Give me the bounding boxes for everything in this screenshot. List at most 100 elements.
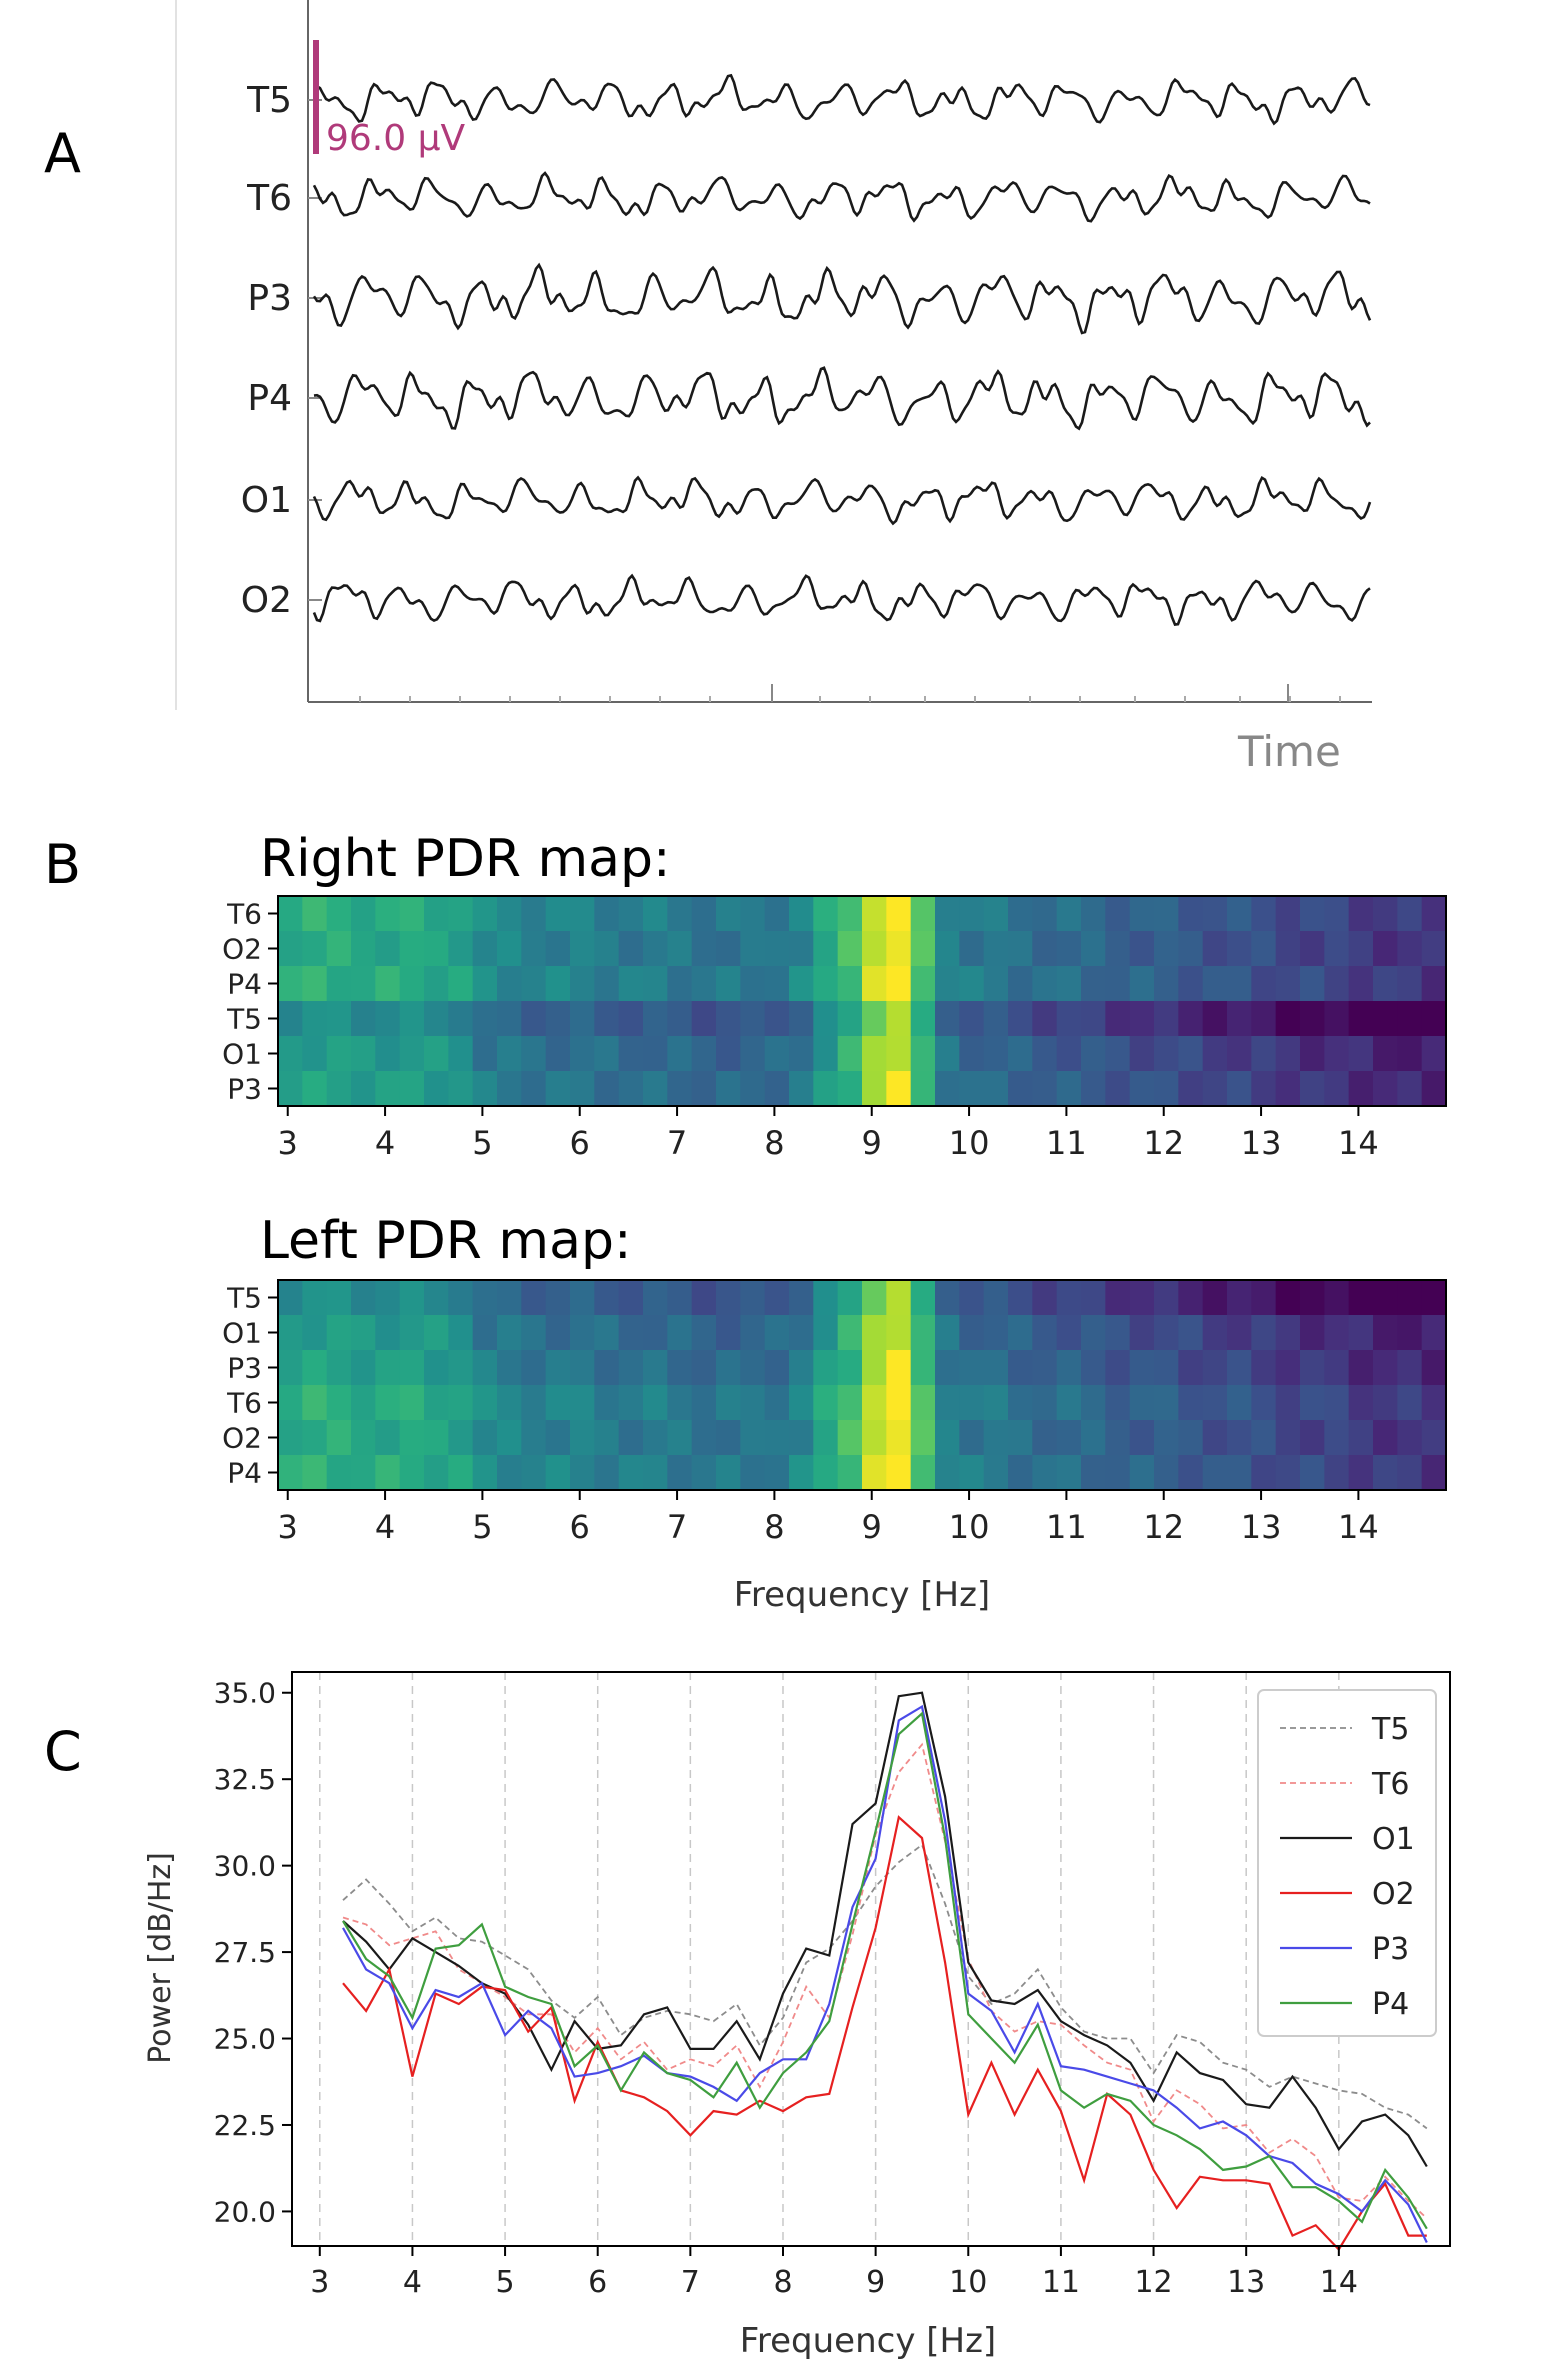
heatmap-cell (399, 896, 425, 932)
psd-legend-items: T5 T6 O1 O2 P3 P4 (1280, 1712, 1415, 2022)
heatmap-cell (1251, 1280, 1277, 1316)
heatmap-cell (278, 1036, 303, 1072)
heatmap-cell (667, 896, 693, 932)
heatmap-cell (1397, 1350, 1423, 1386)
heatmap-cell (521, 1036, 547, 1072)
psd-line-p3 (342, 1704, 1428, 2243)
heatmap-cell (618, 1315, 644, 1351)
right-map-title: Right PDR map: (260, 829, 671, 889)
heatmap-cell (983, 1071, 1009, 1107)
heatmap-cell (740, 931, 766, 967)
heatmap-cell (983, 1001, 1009, 1037)
heatmap-cell (351, 896, 376, 932)
heatmap-cell (1300, 896, 1325, 932)
heatmap-cell (1373, 896, 1398, 932)
psd-xlabel: Frequency [Hz] (740, 2321, 996, 2361)
heatmap-cell (448, 1455, 474, 1491)
heatmap-cell (764, 1455, 790, 1491)
psd-line-t6 (342, 1742, 1428, 2219)
heatmap-cell (886, 1280, 912, 1316)
heatmap-x-tick-label: 7 (667, 1508, 687, 1546)
heatmap-cell (910, 896, 936, 932)
heatmap-cell (862, 1420, 887, 1456)
heatmap-cell (1129, 1350, 1155, 1386)
heatmap-cell (1081, 931, 1106, 967)
heatmap-cell (789, 1385, 814, 1421)
heatmap-cell (716, 1280, 741, 1316)
heatmap-cell (935, 1420, 960, 1456)
legend-label-o2: O2 (1372, 1877, 1415, 1912)
heatmap-cell (351, 1071, 376, 1107)
heatmap-cell (1251, 966, 1277, 1002)
heatmap-cell (1008, 1280, 1033, 1316)
heatmap-cell (1348, 1001, 1374, 1037)
heatmap-cell (1421, 1420, 1447, 1456)
heatmap-cell (1348, 1036, 1374, 1072)
heatmap-cell (764, 1385, 790, 1421)
heatmap-cell (1421, 1350, 1447, 1386)
heatmap-cell (278, 896, 303, 932)
psd-y-tick-label: 22.5 (214, 2109, 276, 2142)
heatmap-cell (667, 1350, 693, 1386)
heatmap-cell (1300, 1350, 1325, 1386)
heatmap-cell (1056, 931, 1082, 967)
heatmap-cell (448, 966, 474, 1002)
heatmap-cell (643, 1315, 668, 1351)
heatmap-cell (1032, 1350, 1058, 1386)
heatmap-cell (326, 1455, 352, 1491)
heatmap-cell (862, 1071, 887, 1107)
heatmap-cell (1202, 1455, 1228, 1491)
heatmap-cell (1154, 1071, 1179, 1107)
psd-ylabel: Power [dB/Hz] (143, 1852, 178, 2064)
heatmap-cell (1421, 1001, 1447, 1037)
legend-label-o1: O1 (1372, 1822, 1415, 1857)
eeg-trace-o2 (312, 573, 1371, 627)
heatmap-cell (1251, 1385, 1277, 1421)
heatmap-cell (594, 931, 620, 967)
heatmap-cell (424, 966, 449, 1002)
heatmap-cell (278, 1455, 303, 1491)
heatmap-cell (1275, 966, 1301, 1002)
heatmap-cell (691, 1455, 717, 1491)
heatmap-cell (1324, 896, 1350, 932)
heatmap-cell (1227, 1315, 1252, 1351)
heatmap-cell (1227, 1455, 1252, 1491)
heatmap-cell (1202, 1420, 1228, 1456)
heatmap-cell (1397, 1315, 1423, 1351)
heatmap-cell (1324, 1280, 1350, 1316)
heatmap-cell (1373, 1350, 1398, 1386)
legend-label-t6: T6 (1371, 1767, 1409, 1802)
heatmap-cell (351, 931, 376, 967)
heatmap-cell (497, 1385, 522, 1421)
heatmap-cell (1056, 1350, 1082, 1386)
heatmap-cell (643, 1350, 668, 1386)
heatmap-cell (302, 931, 328, 967)
heatmap-cell (521, 1071, 547, 1107)
panel-label-c: C (44, 1720, 82, 1783)
heatmap-cell (399, 1455, 425, 1491)
heatmap-cell (302, 1350, 328, 1386)
heatmap-cell (1397, 1420, 1423, 1456)
heatmap-cell (910, 966, 936, 1002)
heatmap-cell (983, 1420, 1009, 1456)
heatmap-cell (545, 896, 571, 932)
heatmap-cell (594, 1001, 620, 1037)
heatmap-row-label: T6 (226, 1387, 262, 1420)
heatmap-cell (1056, 1455, 1082, 1491)
heatmap-cell (764, 966, 790, 1002)
heatmap-cell (740, 1280, 766, 1316)
heatmap-cell (764, 1001, 790, 1037)
heatmap-cell (570, 896, 595, 932)
heatmap-cell (545, 1455, 571, 1491)
psd-y-ticks: 20.0 22.5 25.0 27.5 30.0 32.5 35.0 (214, 1677, 292, 2228)
heatmap-x-tick-label: 9 (862, 1124, 882, 1162)
heatmap-cell (667, 1315, 693, 1351)
heatmap-cell (862, 966, 887, 1002)
psd-series-lines (342, 1691, 1428, 2252)
heatmap-cell (1178, 1420, 1204, 1456)
heatmap-cell (618, 1385, 644, 1421)
right-map-cells (278, 896, 1447, 1107)
heatmap-cell (1032, 931, 1058, 967)
heatmap-x-tick-label: 5 (472, 1508, 492, 1546)
heatmap-cell (545, 1420, 571, 1456)
